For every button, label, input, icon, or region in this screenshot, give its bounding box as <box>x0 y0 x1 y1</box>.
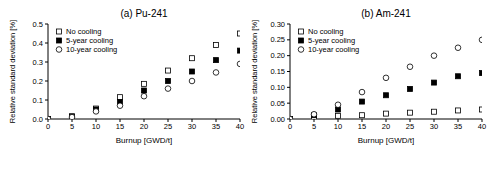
svg-text:Burnup [GWD/t]: Burnup [GWD/t] <box>358 136 414 145</box>
svg-text:0.0: 0.0 <box>33 115 43 124</box>
svg-text:10: 10 <box>92 122 100 131</box>
svg-text:0.25: 0.25 <box>270 35 285 44</box>
svg-text:0.4: 0.4 <box>33 39 43 48</box>
svg-text:0.30: 0.30 <box>270 20 285 29</box>
html-text:No cooling: No cooling <box>66 27 102 36</box>
svg-text:0.10: 0.10 <box>270 83 285 92</box>
svg-text:0.1: 0.1 <box>33 96 43 105</box>
svg-text:40: 40 <box>236 122 244 131</box>
html-text:5-year cooling: 5-year cooling <box>66 36 114 45</box>
svg-text:Relative standard deviation [%: Relative standard deviation [%] <box>8 20 17 123</box>
svg-text:25: 25 <box>164 122 172 131</box>
svg-text:40: 40 <box>478 122 486 131</box>
svg-text:25: 25 <box>406 122 414 131</box>
svg-text:Burnup [GWD/t]: Burnup [GWD/t] <box>116 136 172 145</box>
svg-text:0.20: 0.20 <box>270 51 285 60</box>
svg-text:15: 15 <box>116 122 124 131</box>
svg-text:5: 5 <box>70 122 74 131</box>
svg-text:30: 30 <box>188 122 196 131</box>
html-text:No cooling: No cooling <box>308 27 344 36</box>
svg-text:10: 10 <box>334 122 342 131</box>
svg-text:5: 5 <box>312 122 316 131</box>
svg-text:0.2: 0.2 <box>33 77 43 86</box>
html-text:5-year cooling: 5-year cooling <box>308 36 356 45</box>
html-text:10-year cooling: 10-year cooling <box>66 45 118 54</box>
svg-text:0.15: 0.15 <box>270 67 285 76</box>
svg-text:20: 20 <box>382 122 390 131</box>
svg-text:0: 0 <box>288 122 292 131</box>
svg-text:30: 30 <box>430 122 438 131</box>
svg-text:0.05: 0.05 <box>270 99 285 108</box>
svg-text:15: 15 <box>358 122 366 131</box>
html-text:(a) Pu-241: (a) Pu-241 <box>120 8 168 19</box>
svg-text:0.3: 0.3 <box>33 58 43 67</box>
svg-text:35: 35 <box>454 122 462 131</box>
svg-text:0.5: 0.5 <box>33 20 43 29</box>
svg-text:Relative standard deviation [%: Relative standard deviation [%] <box>250 20 259 123</box>
svg-text:0.00: 0.00 <box>270 115 285 124</box>
html-text:(b) Am-241: (b) Am-241 <box>361 8 411 19</box>
svg-text:35: 35 <box>212 122 220 131</box>
svg-text:0: 0 <box>46 122 50 131</box>
svg-text:20: 20 <box>140 122 148 131</box>
html-text:10-year cooling: 10-year cooling <box>308 45 360 54</box>
